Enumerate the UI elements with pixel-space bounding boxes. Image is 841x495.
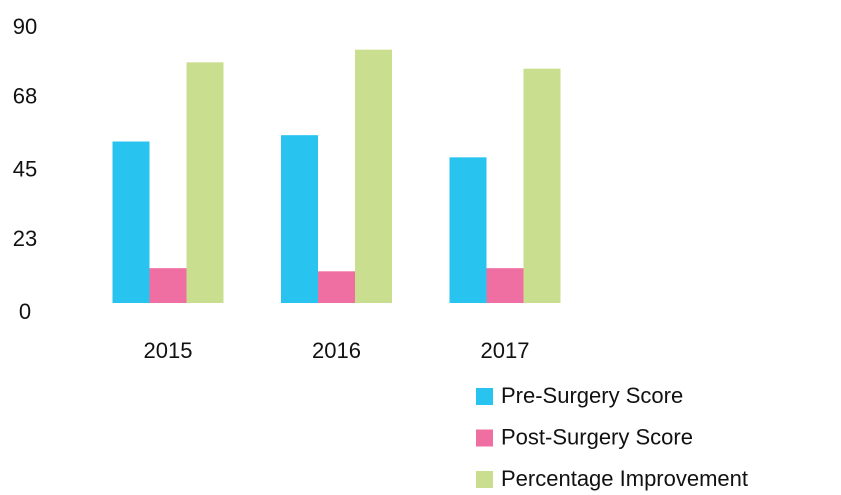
bar (486, 268, 524, 303)
bar (186, 62, 224, 304)
legend-swatch (476, 471, 493, 488)
bar (112, 141, 150, 303)
y-tick-label: 90 (13, 14, 37, 39)
y-tick-label: 0 (19, 299, 31, 324)
x-tick-label: 2015 (144, 338, 193, 363)
bar (523, 68, 561, 304)
legend-label: Pre-Surgery Score (501, 383, 683, 408)
legend-label: Percentage Improvement (501, 466, 748, 491)
legend-label: Post-Surgery Score (501, 424, 693, 449)
bar (281, 135, 318, 303)
bar (318, 271, 355, 303)
x-tick-label: 2016 (312, 338, 361, 363)
legend-swatch (476, 429, 493, 447)
x-tick-label: 2017 (481, 338, 530, 363)
y-tick-label: 45 (13, 156, 37, 181)
y-tick-label: 23 (13, 226, 37, 251)
bar (449, 157, 487, 303)
bar (355, 49, 392, 303)
legend-swatch (476, 388, 493, 405)
y-tick-label: 68 (13, 83, 37, 108)
bar (149, 268, 187, 303)
